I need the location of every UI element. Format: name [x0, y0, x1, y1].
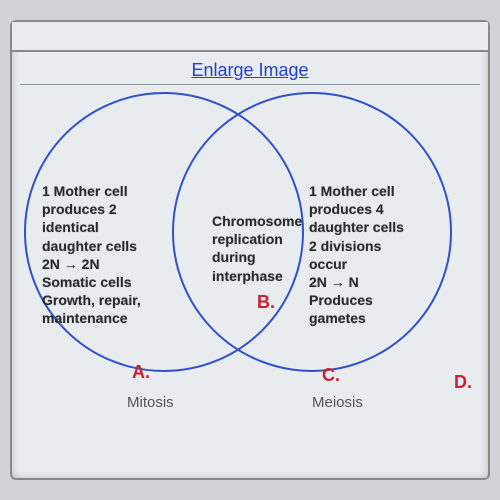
text-line: produces 2 — [42, 200, 192, 218]
text-line: daughter cells — [309, 218, 434, 236]
caption-mitosis: Mitosis — [127, 394, 174, 411]
text-line: replication — [212, 230, 312, 248]
top-bar — [12, 22, 488, 52]
text-line: identical — [42, 218, 192, 236]
label-d: D. — [454, 372, 472, 393]
label-a: A. — [132, 362, 150, 383]
text-line: occur — [309, 255, 434, 273]
enlarge-link[interactable]: Enlarge Image — [191, 60, 308, 81]
text-line: Chromosome — [212, 212, 312, 230]
diagram-frame: Enlarge Image 1 Mother cell produces 2 i… — [10, 20, 490, 480]
text-line: daughter cells — [42, 237, 192, 255]
text-line: 1 Mother cell — [42, 182, 192, 200]
center-region-text: Chromosome replication during interphase — [212, 212, 312, 285]
text-line: maintenance — [42, 309, 192, 327]
text-line: Growth, repair, — [42, 291, 192, 309]
text-line: during — [212, 248, 312, 266]
text-line: produces 4 — [309, 200, 434, 218]
left-region-text: 1 Mother cell produces 2 identical daugh… — [42, 182, 192, 328]
text-line: 1 Mother cell — [309, 182, 434, 200]
venn-diagram: 1 Mother cell produces 2 identical daugh… — [12, 82, 492, 422]
caption-meiosis: Meiosis — [312, 394, 363, 411]
text-line: Produces — [309, 291, 434, 309]
label-c: C. — [322, 365, 340, 386]
text-line: gametes — [309, 309, 434, 327]
right-region-text: 1 Mother cell produces 4 daughter cells … — [309, 182, 434, 328]
text-line: interphase — [212, 267, 312, 285]
label-b: B. — [257, 292, 275, 313]
text-line: 2 divisions — [309, 237, 434, 255]
text-line: 2N → N — [309, 273, 434, 291]
text-line: 2N → 2N — [42, 255, 192, 273]
text-line: Somatic cells — [42, 273, 192, 291]
